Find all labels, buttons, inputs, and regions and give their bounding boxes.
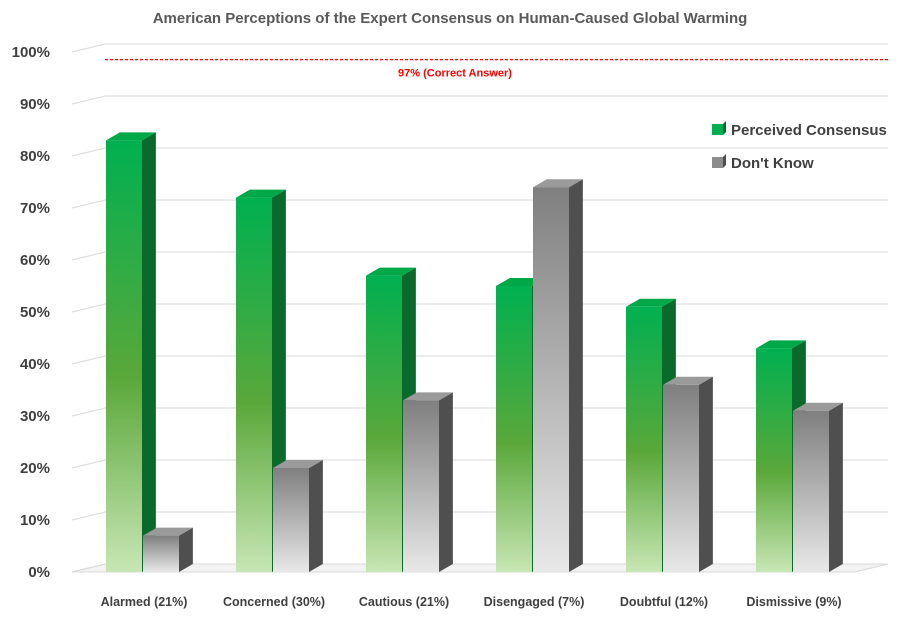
y-tick-label: 40% bbox=[20, 356, 50, 373]
bar-dont-know bbox=[403, 392, 453, 572]
legend: Perceived Consensus Don't Know bbox=[712, 121, 887, 172]
bar-dont-know bbox=[273, 460, 323, 572]
gridline bbox=[71, 43, 888, 53]
gridline bbox=[71, 199, 888, 209]
reference-line-group: 97% (Correct Answer) bbox=[105, 58, 888, 80]
bar-dont-know bbox=[793, 402, 843, 572]
gridline bbox=[71, 147, 888, 157]
bar-dont-know bbox=[143, 527, 193, 572]
y-tick-label: 70% bbox=[20, 200, 50, 217]
x-tick-label: Dismissive (9%) bbox=[746, 595, 841, 609]
y-tick-label: 0% bbox=[28, 564, 50, 581]
x-tick-label: Alarmed (21%) bbox=[101, 595, 188, 609]
bar-dont-know bbox=[533, 179, 583, 572]
y-axis: 0% 10% 20% 30% 40% 50% 60% 70% 80% 90% 100% bbox=[12, 44, 50, 581]
gridline bbox=[71, 95, 888, 105]
y-tick-label: 30% bbox=[20, 408, 50, 425]
x-tick-label: Disengaged (7%) bbox=[484, 595, 585, 609]
reference-line-label: 97% (Correct Answer) bbox=[398, 68, 512, 80]
chart-title: American Perceptions of the Expert Conse… bbox=[152, 10, 748, 27]
y-tick-label: 60% bbox=[20, 252, 50, 269]
y-tick-label: 20% bbox=[20, 460, 50, 477]
x-tick-label: Concerned (30%) bbox=[223, 595, 325, 609]
x-tick-label: Cautious (21%) bbox=[359, 595, 449, 609]
x-tick-label: Doubtful (12%) bbox=[620, 595, 708, 609]
y-tick-label: 80% bbox=[20, 148, 50, 165]
x-axis: Alarmed (21%) Concerned (30%) Cautious (21… bbox=[101, 595, 842, 609]
legend-item: Don't Know bbox=[712, 154, 814, 172]
y-tick-label: 10% bbox=[20, 512, 50, 529]
legend-swatch bbox=[712, 124, 723, 135]
legend-label: Perceived Consensus bbox=[731, 122, 887, 139]
y-tick-label: 90% bbox=[20, 96, 50, 113]
y-tick-label: 100% bbox=[12, 44, 50, 61]
bar-perceived-consensus bbox=[106, 132, 156, 572]
gridline bbox=[71, 251, 888, 261]
gridline bbox=[71, 303, 888, 313]
bar-dont-know bbox=[663, 376, 713, 572]
legend-item: Perceived Consensus bbox=[712, 121, 887, 139]
legend-swatch bbox=[712, 157, 723, 168]
y-tick-label: 50% bbox=[20, 304, 50, 321]
bars bbox=[106, 132, 843, 572]
legend-label: Don't Know bbox=[731, 155, 814, 172]
